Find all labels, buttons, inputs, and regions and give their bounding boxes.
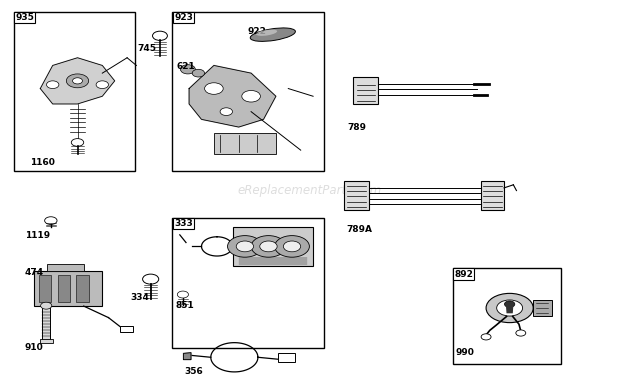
Polygon shape	[184, 353, 191, 360]
Circle shape	[486, 293, 533, 323]
Bar	[353, 77, 378, 104]
Circle shape	[283, 241, 301, 252]
Circle shape	[275, 236, 309, 257]
Text: 910: 910	[25, 343, 43, 352]
Ellipse shape	[256, 30, 277, 36]
Bar	[480, 181, 504, 210]
Bar	[39, 275, 51, 302]
Bar	[58, 275, 70, 302]
Text: 923: 923	[174, 13, 193, 22]
Circle shape	[66, 74, 89, 88]
Polygon shape	[507, 304, 513, 313]
Ellipse shape	[250, 28, 295, 41]
Circle shape	[71, 139, 84, 146]
Circle shape	[481, 334, 491, 340]
Circle shape	[497, 300, 523, 316]
Text: eReplacementParts.com: eReplacementParts.com	[238, 184, 382, 197]
Circle shape	[96, 81, 108, 89]
Text: 922: 922	[248, 27, 267, 36]
Bar	[42, 307, 50, 340]
Circle shape	[228, 236, 262, 257]
Circle shape	[41, 302, 52, 309]
Circle shape	[516, 330, 526, 336]
Bar	[40, 339, 53, 343]
Text: 474: 474	[25, 268, 44, 276]
Text: 745: 745	[138, 44, 157, 53]
Bar	[76, 275, 89, 302]
Text: 990: 990	[456, 348, 474, 357]
Bar	[214, 133, 276, 154]
Bar	[34, 271, 102, 306]
Bar	[120, 326, 133, 332]
Bar	[278, 353, 295, 362]
Text: 935: 935	[16, 13, 34, 22]
Circle shape	[260, 241, 277, 252]
Circle shape	[251, 236, 286, 257]
Circle shape	[180, 65, 195, 74]
Circle shape	[236, 241, 254, 252]
Text: 621: 621	[177, 62, 195, 70]
Bar	[344, 181, 369, 210]
Polygon shape	[40, 58, 115, 104]
Circle shape	[220, 108, 232, 116]
Circle shape	[46, 81, 59, 89]
Text: 892: 892	[454, 270, 473, 278]
Circle shape	[505, 301, 515, 307]
Text: 851: 851	[175, 301, 194, 310]
Text: 789: 789	[347, 123, 366, 132]
Text: 1160: 1160	[30, 158, 55, 167]
Circle shape	[177, 291, 188, 298]
Circle shape	[242, 90, 260, 102]
Text: 334: 334	[130, 293, 149, 301]
Bar	[533, 300, 552, 316]
Circle shape	[205, 83, 223, 94]
Bar	[46, 264, 84, 271]
Circle shape	[153, 31, 167, 40]
Bar	[172, 12, 324, 171]
Text: 356: 356	[185, 367, 203, 375]
Text: 789A: 789A	[346, 225, 372, 234]
Bar	[172, 218, 324, 348]
Text: 333: 333	[174, 219, 193, 228]
Circle shape	[73, 78, 82, 84]
Circle shape	[45, 217, 57, 224]
Circle shape	[143, 274, 159, 284]
Bar	[453, 268, 561, 364]
Text: 1119: 1119	[25, 231, 50, 240]
Polygon shape	[189, 65, 276, 127]
Circle shape	[192, 69, 205, 77]
Bar	[232, 227, 313, 266]
Bar	[14, 12, 135, 171]
